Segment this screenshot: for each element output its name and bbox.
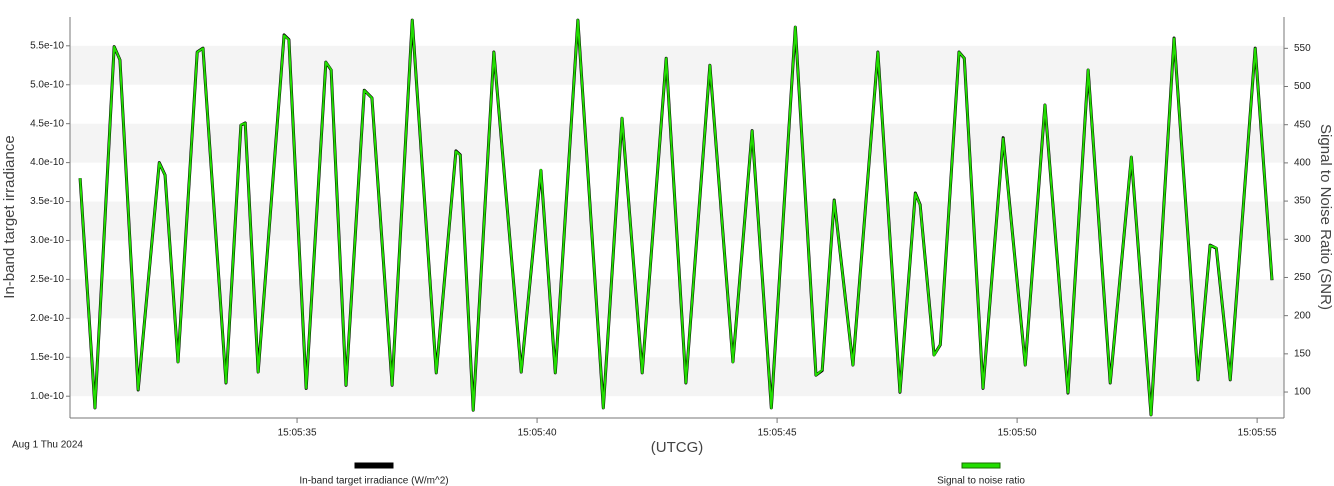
grid-band <box>70 45 1284 85</box>
y2-tick-label: 200 <box>1294 310 1311 321</box>
x-tick-label: 15:05:55 <box>1238 428 1277 439</box>
y-tick-label: 4.5e-10 <box>30 118 64 129</box>
x-tick-label: 15:05:45 <box>758 428 797 439</box>
x-tick-label: 15:05:40 <box>518 428 557 439</box>
y-tick-label: 1.0e-10 <box>30 391 64 402</box>
y2-axis-title: Signal to Noise Ratio (SNR) <box>1317 124 1334 310</box>
y2-tick-label: 100 <box>1294 387 1311 398</box>
y2-tick-label: 300 <box>1294 234 1311 245</box>
y2-tick-label: 400 <box>1294 158 1311 169</box>
y2-tick-label: 500 <box>1294 81 1311 92</box>
x-tick-label: 15:05:35 <box>278 428 317 439</box>
y2-tick-label: 150 <box>1294 348 1311 359</box>
grid-band <box>70 279 1284 319</box>
y-tick-label: 2.5e-10 <box>30 274 64 285</box>
legend-swatch <box>354 462 394 469</box>
x-tick-label: 15:05:50 <box>998 428 1037 439</box>
date-label: Aug 1 Thu 2024 <box>12 440 83 451</box>
y2-tick-label: 450 <box>1294 119 1311 130</box>
y2-tick-label: 350 <box>1294 196 1311 207</box>
y-axis-title: In-band target irradiance <box>1 135 18 298</box>
bands <box>70 45 1284 397</box>
legend-label: In-band target irradiance (W/m^2) <box>299 476 448 486</box>
series-line <box>79 19 1273 416</box>
legend-swatch <box>961 462 1001 469</box>
grid-band <box>70 357 1284 397</box>
legend-label: Signal to noise ratio <box>937 476 1025 486</box>
y2-tick-label: 250 <box>1294 272 1311 283</box>
y-tick-label: 2.0e-10 <box>30 313 64 324</box>
x-axis-title: (UTCG) <box>651 439 704 456</box>
y2-tick-label: 550 <box>1294 43 1311 54</box>
y-tick-label: 5.5e-10 <box>30 40 64 51</box>
grid-band <box>70 123 1284 163</box>
y-tick-label: 1.5e-10 <box>30 352 64 363</box>
y-tick-label: 4.0e-10 <box>30 157 64 168</box>
y-tick-label: 3.0e-10 <box>30 235 64 246</box>
y-tick-label: 5.0e-10 <box>30 79 64 90</box>
y-tick-label: 3.5e-10 <box>30 196 64 207</box>
